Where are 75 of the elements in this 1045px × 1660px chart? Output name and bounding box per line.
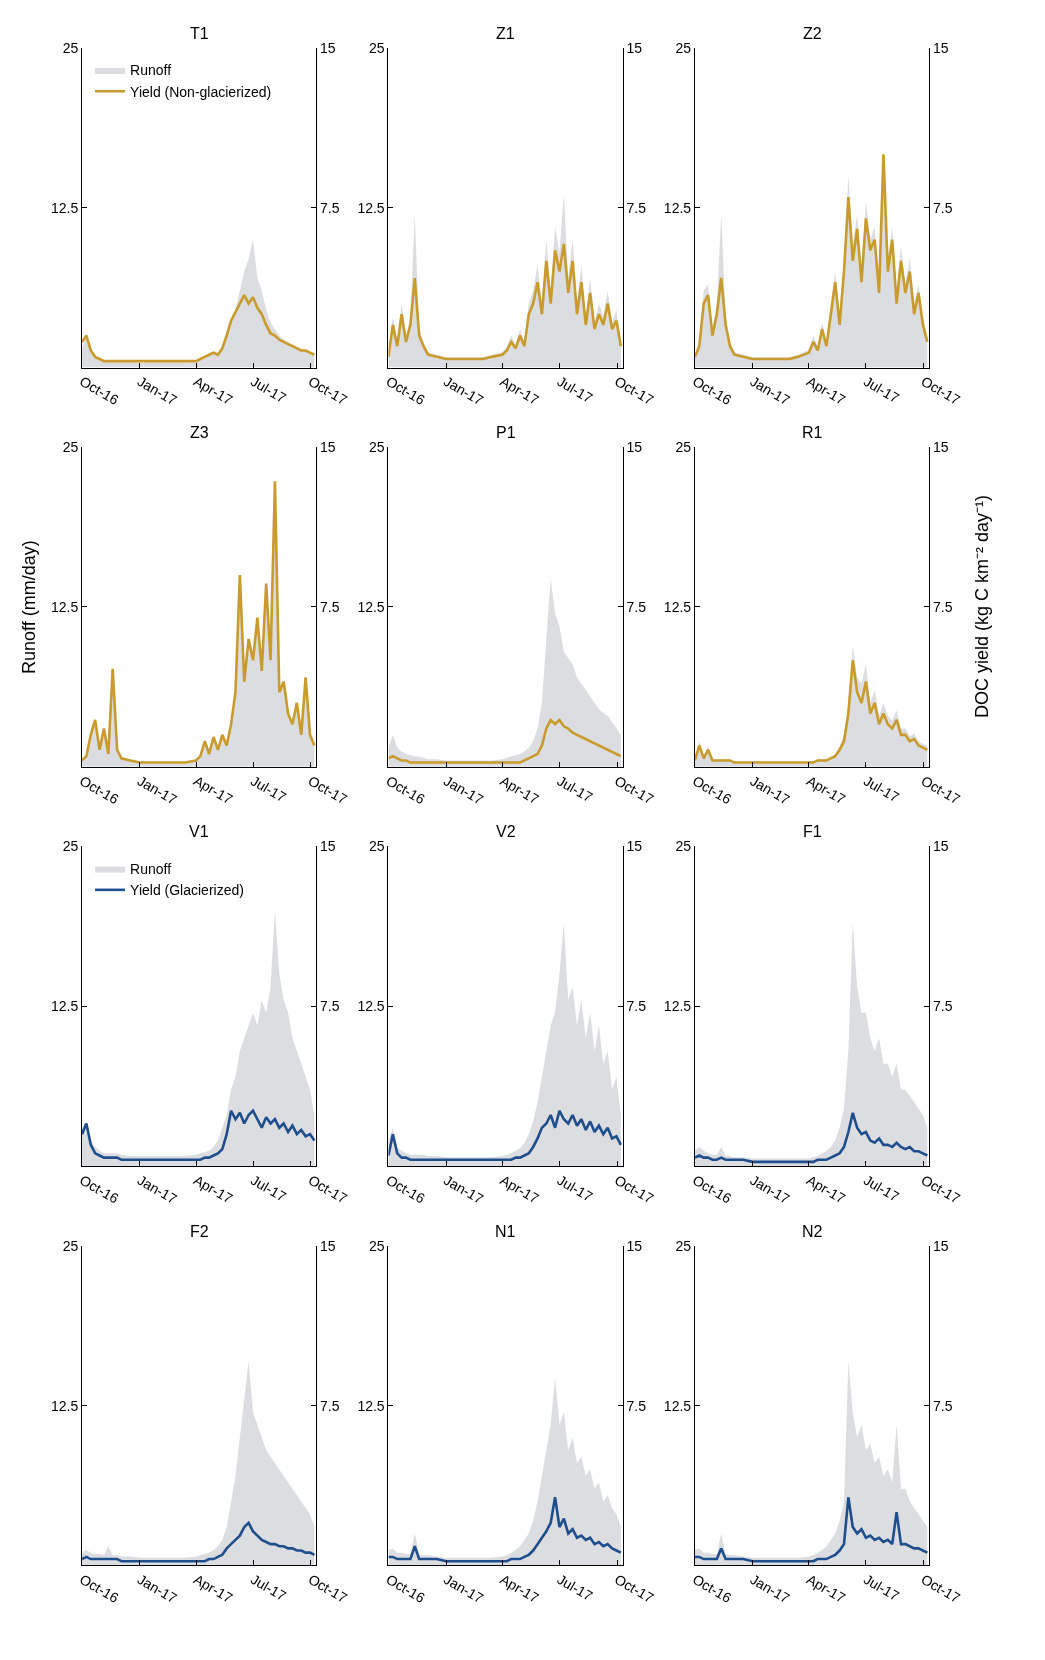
legend-label: Yield (Non-glacierized) <box>130 83 272 100</box>
y2-tick-label: 15 <box>626 1237 643 1254</box>
line-series <box>694 1495 929 1563</box>
chart-title: N1 <box>495 1223 516 1240</box>
y-tick-label: 25 <box>369 439 385 456</box>
y2-tick-label: 15 <box>320 1237 336 1254</box>
line-series <box>82 1521 316 1563</box>
y-tick-label: 12.5 <box>663 998 692 1015</box>
y-tick-label: 25 <box>369 1237 385 1254</box>
y-tick-label: 12.5 <box>50 998 79 1015</box>
line-series <box>82 1109 316 1162</box>
y2-tick-label: 15 <box>320 39 336 56</box>
y-tick-label: 25 <box>62 838 79 855</box>
chart-title: V1 <box>189 823 209 840</box>
y-tick-label: 25 <box>675 39 692 56</box>
y2-tick-label: 7.5 <box>932 598 953 615</box>
y2-tick-label: 15 <box>320 838 336 855</box>
y2-tick-label: 7.5 <box>320 998 340 1015</box>
y2-tick-label: 15 <box>626 439 643 456</box>
y2-tick-label: 15 <box>626 838 643 855</box>
y-tick-label: 25 <box>675 1237 692 1254</box>
y-tick-label: 12.5 <box>357 598 385 615</box>
y2-tick-label: 15 <box>932 838 949 855</box>
y2-tick-label: 15 <box>626 39 643 56</box>
chart-title: V2 <box>496 823 516 840</box>
chart-title: F2 <box>190 1223 209 1240</box>
y-tick-label: 12.5 <box>663 199 692 216</box>
legend-label: Runoff <box>130 62 172 79</box>
legend-label: Runoff <box>130 861 172 878</box>
y-tick-label: 25 <box>675 439 692 456</box>
y-tick-label: 12.5 <box>50 1397 79 1414</box>
y2-tick-label: 7.5 <box>626 598 647 615</box>
chart-title: Z3 <box>190 424 209 441</box>
chart-title: Z1 <box>496 25 515 42</box>
line-series <box>82 293 316 363</box>
chart-title: N2 <box>802 1223 823 1240</box>
chart-title: Z2 <box>803 25 822 42</box>
y2-tick-label: 7.5 <box>932 1397 953 1414</box>
y-tick-label: 12.5 <box>357 998 385 1015</box>
y2-tick-label: 15 <box>932 1237 949 1254</box>
y-tick-label: 25 <box>369 39 385 56</box>
y2-tick-label: 7.5 <box>320 1397 340 1414</box>
y2-tick-label: 15 <box>932 39 949 56</box>
chart-title: T1 <box>190 25 209 42</box>
y-tick-label: 12.5 <box>50 199 79 216</box>
line-series <box>388 1109 623 1162</box>
line-series <box>694 1111 929 1164</box>
y-tick-label: 12.5 <box>663 1397 692 1414</box>
y-tick-label: 12.5 <box>357 1397 385 1414</box>
y-tick-label: 25 <box>62 39 79 56</box>
y2-tick-label: 7.5 <box>320 598 340 615</box>
y-tick-label: 25 <box>62 1237 79 1254</box>
y2-tick-label: 7.5 <box>932 998 953 1015</box>
y2-tick-label: 7.5 <box>626 199 647 216</box>
y2-tick-label: 7.5 <box>932 199 953 216</box>
legend-label: Yield (Glacierized) <box>130 882 244 899</box>
y-tick-label: 25 <box>369 838 385 855</box>
y2-tick-label: 7.5 <box>626 1397 647 1414</box>
line-series <box>388 1495 623 1563</box>
y2-tick-label: 15 <box>932 439 949 456</box>
y2-tick-label: 7.5 <box>626 998 647 1015</box>
y2-tick-label: 7.5 <box>320 199 340 216</box>
y-axis-title: Runoff (mm/day) <box>19 540 40 675</box>
y2-tick-label: 15 <box>320 439 336 456</box>
y-tick-label: 25 <box>675 838 692 855</box>
y-tick-label: 25 <box>62 439 79 456</box>
y-tick-label: 12.5 <box>663 598 692 615</box>
chart-title: P1 <box>496 424 516 441</box>
chart-title: F1 <box>803 823 822 840</box>
y-tick-label: 12.5 <box>357 199 385 216</box>
line-series <box>388 718 623 764</box>
y-tick-label: 12.5 <box>50 598 79 615</box>
chart-title: R1 <box>802 424 823 441</box>
line-series <box>388 242 623 361</box>
y2-axis-title: DOC yield (kg C km⁻² day⁻¹) <box>972 495 993 719</box>
